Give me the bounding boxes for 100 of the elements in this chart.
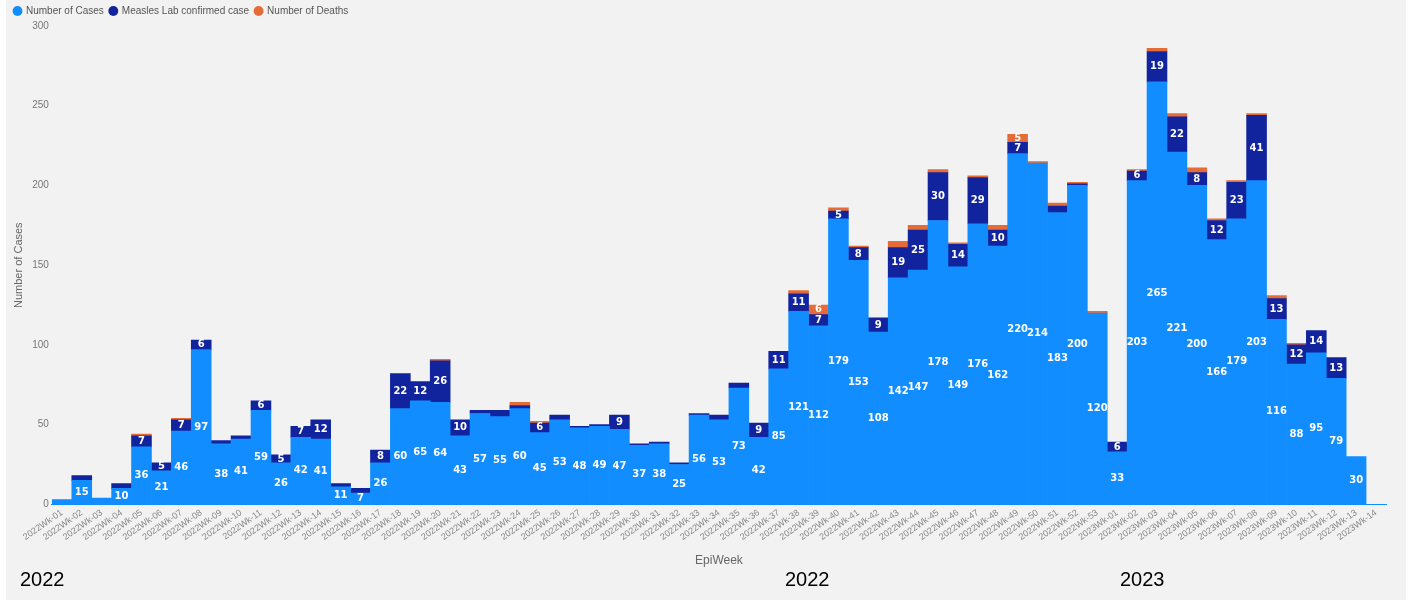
data-label: 14	[1309, 335, 1324, 347]
data-label: 149	[947, 379, 969, 391]
y-tick-label: 250	[32, 99, 50, 111]
data-label: 11	[771, 353, 786, 365]
y-tick-label: 50	[37, 418, 50, 430]
data-label: 53	[711, 455, 726, 467]
data-label: 22	[1169, 128, 1184, 140]
y-axis-title: Number of Cases	[11, 221, 24, 308]
data-label: 203	[1126, 336, 1148, 348]
data-label: 47	[612, 460, 627, 472]
data-label: 116	[1266, 405, 1287, 417]
data-label: 13	[1269, 302, 1284, 314]
data-label: 36	[134, 469, 149, 481]
data-label: 13	[1329, 361, 1344, 373]
data-label: 42	[293, 464, 308, 476]
text: 2023	[1120, 568, 1165, 591]
data-label: 112	[808, 408, 829, 420]
data-label: 19	[1150, 60, 1165, 72]
data-label: 5	[834, 208, 842, 220]
legend-label: Measles Lab confirmed case	[121, 4, 250, 16]
data-label: 265	[1146, 286, 1168, 298]
data-label: 147	[907, 380, 929, 392]
y-tick-label: 200	[32, 179, 50, 191]
data-label: 121	[788, 401, 810, 413]
data-label: 41	[313, 465, 328, 477]
data-label: 14	[950, 249, 965, 261]
y-tick-label: 300	[32, 19, 50, 31]
data-label: 10	[453, 421, 468, 433]
data-label: 200	[1186, 338, 1208, 350]
data-label: 162	[987, 368, 1009, 380]
data-label: 57	[473, 452, 487, 464]
data-label: 23	[1229, 194, 1244, 206]
data-label: 26	[433, 375, 448, 387]
data-label: 7	[1014, 141, 1022, 153]
data-label: 6	[257, 399, 265, 411]
legend-label: Number of Cases	[26, 4, 104, 16]
data-label: 60	[393, 450, 408, 462]
data-label: 11	[333, 489, 348, 501]
data-label: 10	[990, 231, 1005, 243]
data-label: 214	[1027, 327, 1049, 339]
data-label: 5	[157, 460, 165, 472]
data-label: 25	[672, 478, 687, 490]
data-label: 21	[154, 481, 169, 493]
data-label: 7	[297, 425, 305, 437]
text: 2022	[20, 568, 65, 591]
data-label: 203	[1246, 336, 1268, 348]
data-label: 7	[357, 492, 365, 504]
data-label: 179	[1226, 355, 1248, 367]
data-label: 48	[572, 459, 587, 471]
data-label: 5	[277, 452, 285, 464]
data-label: 95	[1309, 422, 1324, 434]
data-label: 42	[751, 464, 766, 476]
data-label: 41	[1249, 141, 1264, 153]
data-label: 38	[652, 467, 667, 479]
data-label: 30	[931, 190, 945, 202]
data-label: 6	[815, 303, 823, 315]
data-label: 49	[592, 458, 607, 470]
data-label: 108	[867, 411, 889, 423]
data-label: 142	[887, 384, 909, 396]
data-label: 8	[1193, 172, 1201, 184]
data-label: 12	[1289, 348, 1304, 360]
data-label: 183	[1047, 352, 1068, 364]
data-label: 12	[313, 423, 328, 435]
data-label: 64	[433, 446, 448, 458]
data-label: 33	[1110, 471, 1125, 483]
data-label: 179	[827, 355, 849, 367]
data-label: 6	[1133, 169, 1141, 181]
y-tick-label: 100	[32, 338, 50, 350]
data-label: 26	[373, 477, 388, 489]
text: 2022	[785, 568, 830, 591]
data-label: 221	[1166, 321, 1188, 333]
y-tick-label: 150	[32, 258, 50, 270]
data-label: 60	[512, 450, 527, 462]
data-label: 85	[771, 430, 786, 442]
data-label: 8	[376, 450, 384, 462]
data-label: 19	[891, 256, 906, 268]
data-label: 6	[1113, 440, 1121, 452]
data-label: 97	[194, 420, 209, 432]
data-label: 12	[1209, 223, 1224, 235]
data-label: 9	[615, 415, 623, 427]
data-label: 43	[453, 463, 468, 475]
data-label: 10	[114, 489, 129, 501]
data-label: 59	[254, 450, 268, 462]
data-label: 22	[393, 384, 408, 396]
data-label: 30	[1349, 474, 1364, 486]
data-label: 41	[234, 465, 249, 477]
data-label: 45	[532, 462, 547, 474]
data-label: 153	[847, 375, 869, 387]
data-label: 29	[970, 194, 985, 206]
data-label: 200	[1066, 338, 1088, 350]
data-label: 79	[1329, 434, 1344, 446]
legend-label: Number of Deaths	[267, 4, 349, 16]
y-tick-label: 0	[43, 498, 50, 510]
data-label: 65	[413, 446, 428, 458]
data-label: 178	[927, 356, 949, 368]
data-label: 53	[552, 455, 567, 467]
data-label: 166	[1206, 365, 1228, 377]
x-axis-title: EpiWeek	[695, 553, 744, 568]
data-label: 38	[214, 467, 229, 479]
data-label: 11	[791, 296, 806, 308]
